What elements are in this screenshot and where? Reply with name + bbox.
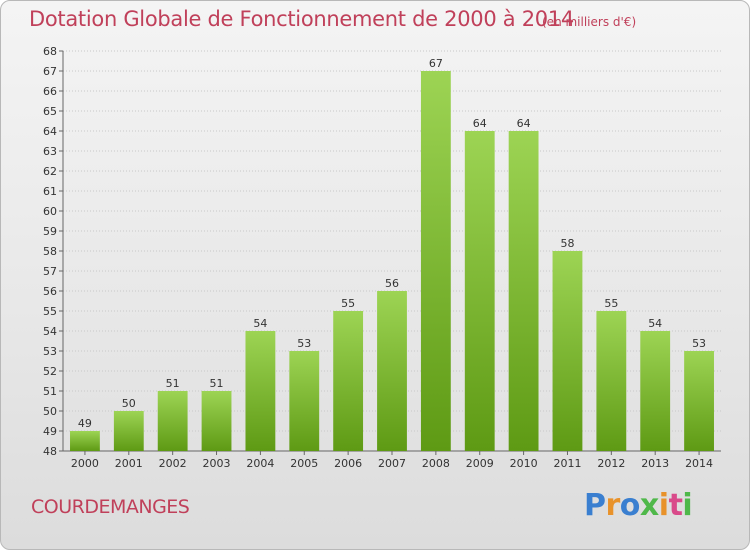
- y-tick-label: 56: [43, 285, 57, 298]
- x-tick-label: 2005: [290, 457, 318, 470]
- chart-unit-note: (en milliers d'€): [542, 15, 637, 29]
- bar-value-label: 58: [560, 237, 574, 250]
- y-tick-label: 67: [43, 65, 57, 78]
- bar-value-label: 51: [210, 377, 224, 390]
- chart-title: Dotation Globale de Fonctionnement de 20…: [29, 7, 574, 31]
- y-tick-label: 52: [43, 365, 57, 378]
- y-tick-label: 58: [43, 245, 57, 258]
- bar: [245, 331, 276, 451]
- bar: [289, 351, 320, 451]
- y-tick-label: 66: [43, 85, 57, 98]
- y-tick-label: 63: [43, 145, 57, 158]
- x-tick-label: 2009: [466, 457, 494, 470]
- bar-value-label: 64: [473, 117, 487, 130]
- x-tick-label: 2002: [159, 457, 187, 470]
- bar: [157, 391, 188, 451]
- y-tick-label: 55: [43, 305, 57, 318]
- y-tick-label: 57: [43, 265, 57, 278]
- bar-value-label: 50: [122, 397, 136, 410]
- bar: [684, 351, 714, 451]
- bar-value-label: 51: [166, 377, 180, 390]
- bar: [113, 411, 144, 451]
- bar-value-label: 54: [253, 317, 267, 330]
- bar: [508, 131, 539, 451]
- x-tick-label: 2000: [71, 457, 99, 470]
- x-tick-label: 2003: [203, 457, 231, 470]
- y-tick-label: 48: [43, 445, 57, 458]
- y-tick-label: 49: [43, 425, 57, 438]
- bar-value-label: 56: [385, 277, 399, 290]
- bar: [201, 391, 232, 451]
- bar: [552, 251, 583, 451]
- bar-value-label: 53: [297, 337, 311, 350]
- bar-value-label: 67: [429, 57, 443, 70]
- bar-value-label: 53: [692, 337, 706, 350]
- x-tick-label: 2008: [422, 457, 450, 470]
- x-tick-label: 2004: [246, 457, 274, 470]
- x-tick-label: 2010: [510, 457, 538, 470]
- bar-value-label: 55: [341, 297, 355, 310]
- y-tick-label: 64: [43, 125, 57, 138]
- y-tick-label: 65: [43, 105, 57, 118]
- y-tick-label: 51: [43, 385, 57, 398]
- bar: [420, 71, 451, 451]
- bar: [640, 331, 671, 451]
- commune-name: COURDEMANGES: [31, 496, 190, 518]
- bar: [464, 131, 495, 451]
- y-tick-label: 62: [43, 165, 57, 178]
- y-tick-label: 68: [43, 45, 57, 58]
- x-tick-label: 2006: [334, 457, 362, 470]
- proxiti-logo: Proxiti: [584, 488, 693, 523]
- bar-value-label: 54: [648, 317, 662, 330]
- bar: [70, 431, 100, 451]
- x-tick-label: 2007: [378, 457, 406, 470]
- y-tick-label: 59: [43, 225, 57, 238]
- x-tick-label: 2012: [597, 457, 625, 470]
- x-tick-label: 2011: [553, 457, 581, 470]
- y-tick-label: 61: [43, 185, 57, 198]
- bar: [333, 311, 364, 451]
- bar: [377, 291, 407, 451]
- y-tick-label: 50: [43, 405, 57, 418]
- y-tick-label: 60: [43, 205, 57, 218]
- y-tick-label: 53: [43, 345, 57, 358]
- x-tick-label: 2001: [115, 457, 143, 470]
- x-tick-label: 2014: [685, 457, 713, 470]
- bar-value-label: 49: [78, 417, 92, 430]
- x-tick-label: 2013: [641, 457, 669, 470]
- bar-value-label: 64: [517, 117, 531, 130]
- bar: [596, 311, 627, 451]
- y-tick-label: 54: [43, 325, 57, 338]
- bar-value-label: 55: [604, 297, 618, 310]
